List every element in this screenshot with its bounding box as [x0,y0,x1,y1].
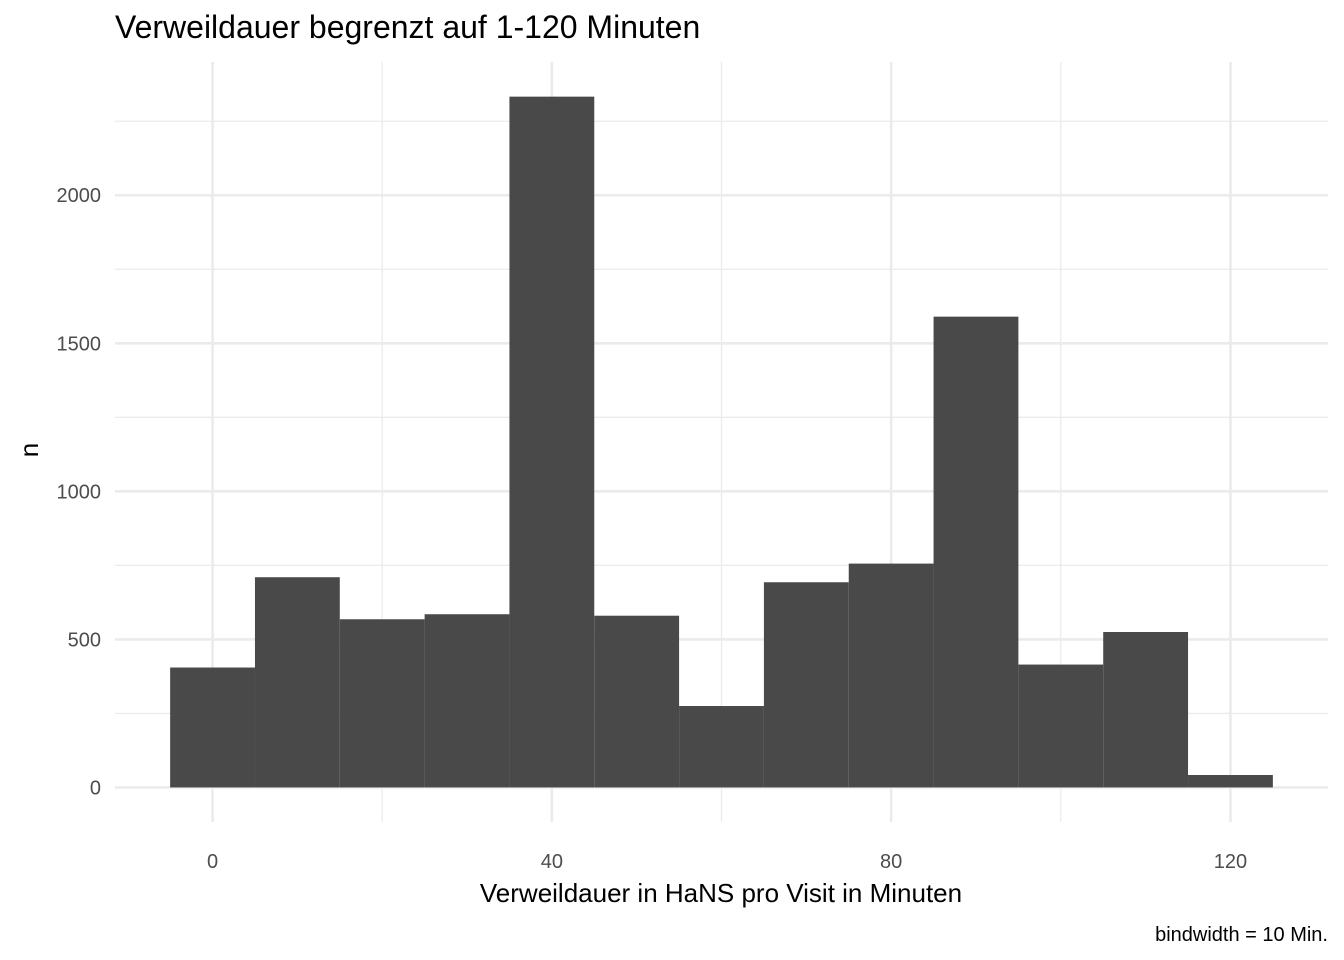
y-tick-label: 1000 [57,481,102,503]
histogram-bars [170,96,1273,788]
histogram-bar [933,316,1019,788]
histogram-bar [763,582,849,788]
histogram-bar [170,667,255,788]
histogram-bar [1018,664,1104,788]
axis-ticks: 0 40 80 120 0 500 1000 1500 2000 [57,185,1248,873]
histogram-bar [594,615,680,788]
y-tick-label: 2000 [57,185,102,207]
histogram-bar [1188,775,1273,788]
y-tick-label: 0 [90,777,101,799]
chart-caption: bindwidth = 10 Min. [1155,924,1328,946]
y-axis-title: n [14,443,44,457]
x-axis-title: Verweildauer in HaNS pro Visit in Minute… [480,878,962,908]
y-tick-label: 1500 [57,333,102,355]
histogram-bar [1103,631,1189,788]
y-tick-label: 500 [68,629,101,651]
x-tick-label: 120 [1214,851,1247,873]
x-tick-label: 80 [880,851,902,873]
histogram-bar [679,706,764,788]
x-tick-label: 0 [207,851,218,873]
histogram-bar [339,619,425,788]
chart-title: Verweildauer begrenzt auf 1-120 Minuten [115,9,700,45]
x-tick-label: 40 [541,851,563,873]
histogram-bar [254,577,340,788]
histogram-bar [848,563,934,788]
histogram-bar [509,96,595,788]
histogram-bar [424,614,510,788]
